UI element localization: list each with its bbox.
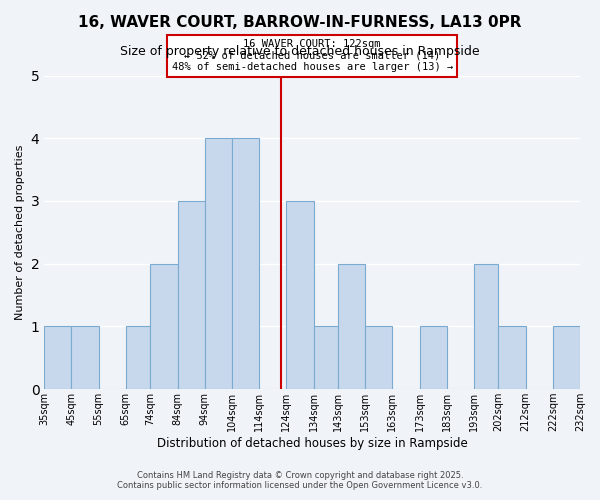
Text: 16, WAVER COURT, BARROW-IN-FURNESS, LA13 0PR: 16, WAVER COURT, BARROW-IN-FURNESS, LA13… [78,15,522,30]
Bar [419,326,447,389]
X-axis label: Distribution of detached houses by size in Rampside: Distribution of detached houses by size … [157,437,467,450]
Bar [499,326,526,389]
Bar [553,326,580,389]
Y-axis label: Number of detached properties: Number of detached properties [15,144,25,320]
Text: 16 WAVER COURT: 122sqm
← 52% of detached houses are smaller (14)
48% of semi-det: 16 WAVER COURT: 122sqm ← 52% of detached… [172,39,453,72]
Bar [232,138,259,389]
Bar [151,264,178,389]
Bar [205,138,232,389]
Bar [126,326,151,389]
Text: Contains HM Land Registry data © Crown copyright and database right 2025.
Contai: Contains HM Land Registry data © Crown c… [118,470,482,490]
Bar [474,264,499,389]
Bar [71,326,98,389]
Bar [338,264,365,389]
Bar [314,326,338,389]
Bar [286,201,314,389]
Text: Size of property relative to detached houses in Rampside: Size of property relative to detached ho… [120,45,480,58]
Bar [365,326,392,389]
Bar [178,201,205,389]
Bar [44,326,71,389]
